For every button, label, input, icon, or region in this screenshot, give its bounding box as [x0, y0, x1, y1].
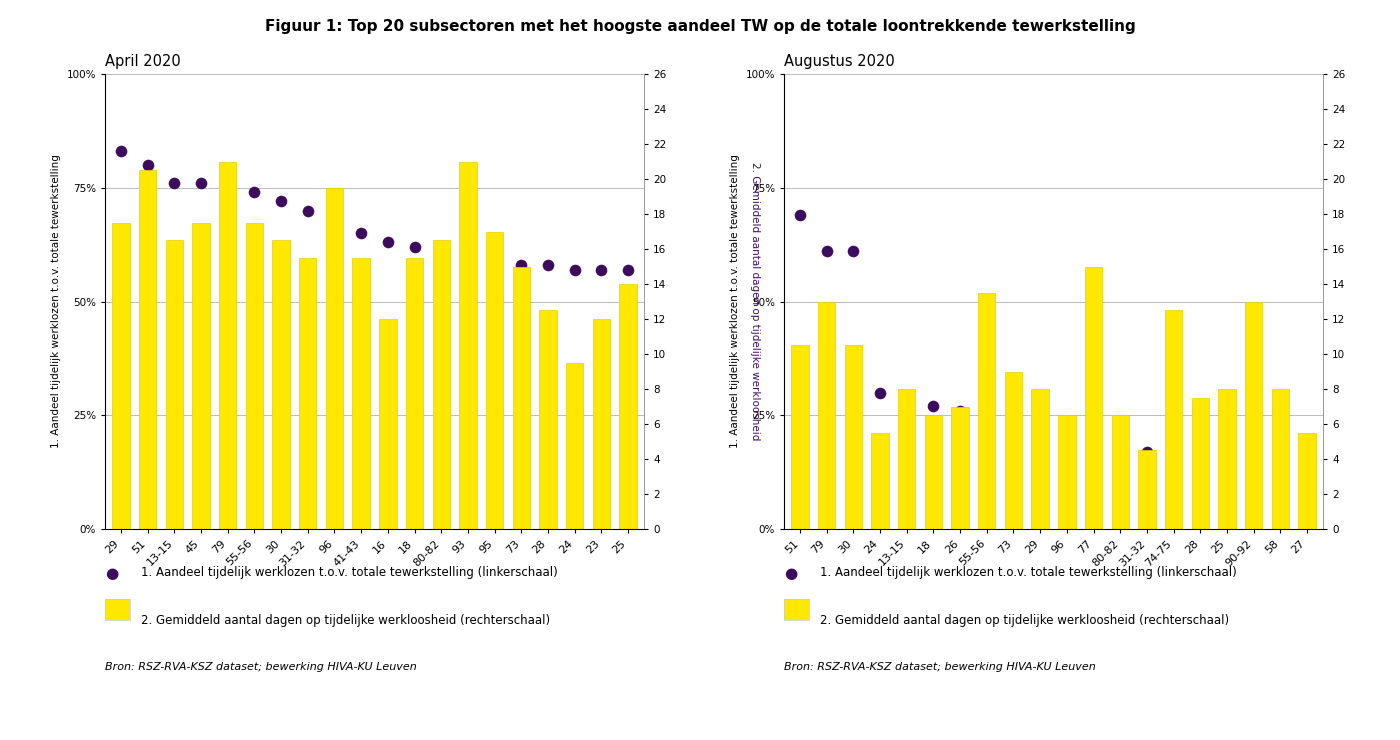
Bar	[512, 266, 531, 529]
Y-axis label: 2. Gemiddeld aantal dagen op tijdelijke werkloosheid: 2. Gemiddeld aantal dagen op tijdelijke …	[749, 162, 760, 441]
Bar	[165, 240, 183, 529]
Point	[815, 246, 837, 258]
Text: Bron: RSZ-RVA-KSZ dataset; bewerking HIVA-KU Leuven: Bron: RSZ-RVA-KSZ dataset; bewerking HIV…	[105, 662, 417, 673]
Point	[109, 146, 132, 158]
Point	[270, 195, 293, 207]
Bar	[1005, 371, 1022, 529]
Point	[869, 386, 892, 398]
Point	[1056, 428, 1078, 440]
Bar	[844, 346, 862, 529]
Point	[1109, 441, 1131, 453]
Point	[244, 186, 266, 198]
Bar	[1271, 389, 1289, 529]
Bar	[1298, 433, 1316, 529]
Text: April 2020: April 2020	[105, 54, 181, 69]
Bar	[592, 319, 610, 529]
Point	[323, 214, 346, 226]
Bar	[566, 363, 584, 529]
Point	[430, 241, 452, 253]
Bar	[246, 223, 263, 529]
Text: 2. Gemiddeld aantal dagen op tijdelijke werkloosheid (rechterschaal): 2. Gemiddeld aantal dagen op tijdelijke …	[141, 614, 550, 628]
Point	[1002, 405, 1025, 417]
Bar	[112, 223, 130, 529]
Point	[591, 263, 613, 275]
Point	[217, 182, 239, 194]
Text: 1. Aandeel tijdelijk werklozen t.o.v. totale tewerkstelling (linkerschaal): 1. Aandeel tijdelijk werklozen t.o.v. to…	[820, 566, 1238, 579]
Bar	[139, 170, 157, 529]
Point	[1082, 428, 1105, 440]
Y-axis label: 1. Aandeel tijdelijk werklozen t.o.v. totale tewerkstelling: 1. Aandeel tijdelijk werklozen t.o.v. to…	[50, 155, 62, 448]
Bar	[1218, 389, 1236, 529]
Bar	[979, 293, 995, 529]
Point	[456, 241, 479, 253]
Bar	[897, 389, 916, 529]
Point	[843, 246, 865, 258]
Y-axis label: 1. Aandeel tijdelijk werklozen t.o.v. totale tewerkstelling: 1. Aandeel tijdelijk werklozen t.o.v. to…	[729, 155, 741, 448]
Bar	[1032, 389, 1049, 529]
Bar	[218, 161, 237, 529]
Bar	[1058, 415, 1075, 529]
Point	[1242, 451, 1264, 462]
Text: Augustus 2020: Augustus 2020	[784, 54, 895, 69]
Point	[377, 237, 399, 249]
Point	[536, 259, 559, 271]
Bar	[1138, 451, 1155, 529]
Bar	[486, 232, 503, 529]
Bar	[539, 310, 557, 529]
Point	[510, 259, 532, 271]
Bar	[300, 258, 316, 529]
Point	[136, 159, 158, 171]
Text: 1. Aandeel tijdelijk werklozen t.o.v. totale tewerkstelling (linkerschaal): 1. Aandeel tijdelijk werklozen t.o.v. to…	[141, 566, 559, 579]
Bar	[273, 240, 290, 529]
Text: Bron: RSZ-RVA-KSZ dataset; bewerking HIVA-KU Leuven: Bron: RSZ-RVA-KSZ dataset; bewerking HIV…	[784, 662, 1096, 673]
Text: ●: ●	[784, 566, 797, 581]
Point	[1296, 455, 1319, 467]
Text: ●: ●	[105, 566, 118, 581]
Point	[923, 400, 945, 412]
Bar	[791, 346, 809, 529]
Bar	[433, 240, 449, 529]
Point	[617, 263, 640, 275]
Bar	[1165, 310, 1182, 529]
Point	[190, 178, 213, 189]
Point	[949, 405, 972, 417]
Point	[976, 405, 998, 417]
Point	[788, 209, 811, 221]
Text: 2. Gemiddeld aantal dagen op tijdelijke werkloosheid (rechterschaal): 2. Gemiddeld aantal dagen op tijdelijke …	[820, 614, 1229, 628]
Bar	[871, 433, 889, 529]
Bar	[952, 406, 969, 529]
Bar	[1191, 398, 1210, 529]
Point	[1270, 455, 1292, 467]
Point	[403, 241, 426, 253]
Bar	[1085, 266, 1102, 529]
Point	[1135, 445, 1158, 457]
Point	[563, 263, 585, 275]
Point	[164, 178, 186, 189]
Bar	[1112, 415, 1128, 529]
Point	[896, 391, 918, 403]
Point	[1215, 451, 1238, 462]
Point	[1189, 451, 1211, 462]
Point	[483, 250, 505, 262]
Text: Figuur 1: Top 20 subsectoren met het hoogste aandeel TW op de totale loontrekken: Figuur 1: Top 20 subsectoren met het hoo…	[265, 18, 1135, 33]
Bar	[379, 319, 396, 529]
Point	[297, 205, 319, 217]
Point	[350, 227, 372, 239]
Bar	[619, 284, 637, 529]
Bar	[459, 161, 476, 529]
Bar	[1245, 302, 1263, 529]
Bar	[192, 223, 210, 529]
Bar	[353, 258, 370, 529]
Point	[1029, 414, 1051, 425]
Point	[1162, 445, 1184, 457]
Bar	[818, 302, 836, 529]
Bar	[925, 415, 942, 529]
Bar	[326, 188, 343, 529]
Bar	[406, 258, 423, 529]
